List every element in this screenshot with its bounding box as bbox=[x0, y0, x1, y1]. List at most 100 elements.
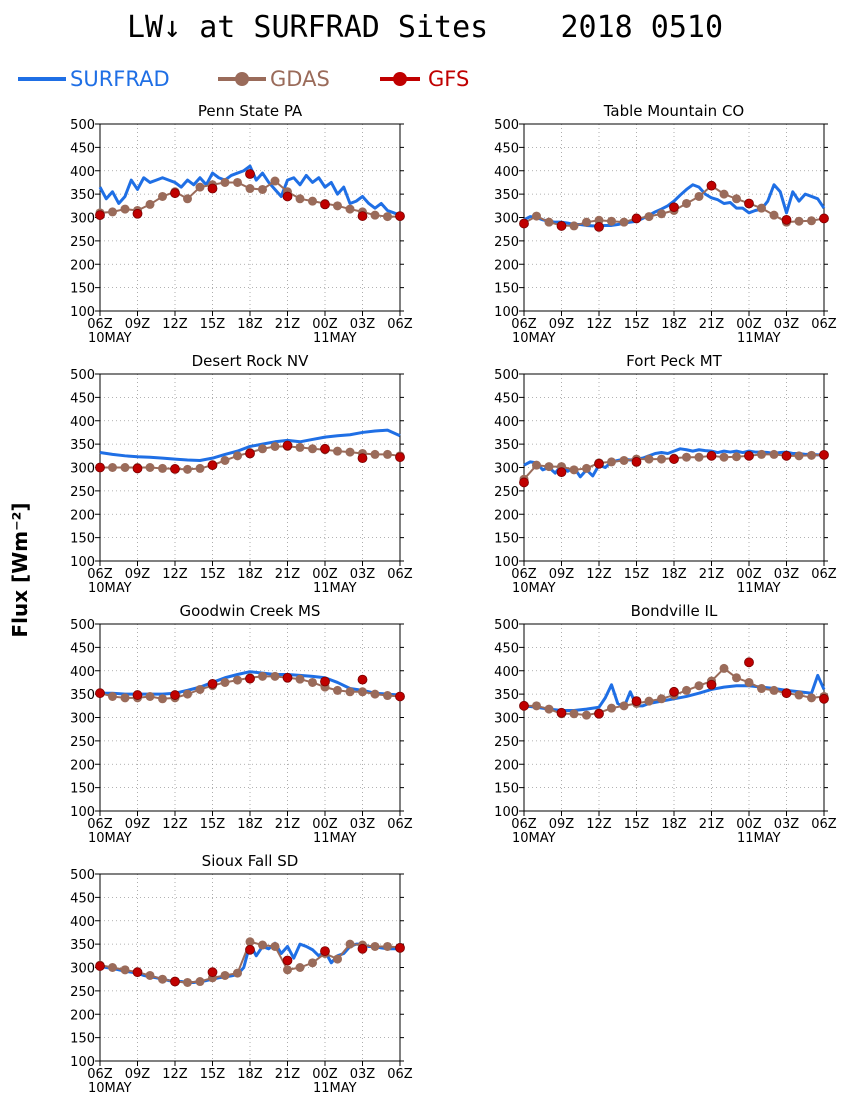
data-point-gdas bbox=[333, 446, 342, 456]
legend-label-gfs: GFS bbox=[428, 67, 470, 91]
data-point-gdas bbox=[732, 452, 741, 462]
data-point-gdas bbox=[308, 677, 317, 687]
data-point-gfs bbox=[556, 707, 567, 718]
y-tick-label: 350 bbox=[70, 188, 95, 203]
data-point-gdas bbox=[544, 704, 554, 714]
date-label: 11MAY bbox=[737, 331, 781, 346]
data-point-gfs bbox=[744, 450, 754, 461]
panel-fort-peck: Fort Peck MT 100 150 200 250 300 350 400 450 500 0… bbox=[494, 352, 837, 596]
y-tick-label: 350 bbox=[70, 938, 95, 953]
panel-desert-rock: Desert Rock NV 100 150 200 250 300 350 400 450 50… bbox=[70, 352, 413, 596]
data-point-gfs bbox=[282, 440, 293, 451]
grid bbox=[100, 874, 400, 1061]
data-point-gdas bbox=[283, 965, 292, 975]
data-point-gdas bbox=[220, 677, 230, 687]
data-point-gdas bbox=[258, 184, 267, 194]
data-point-gdas bbox=[308, 958, 317, 968]
data-point-gfs bbox=[245, 673, 255, 684]
data-point-gfs bbox=[357, 674, 368, 685]
data-point-gfs bbox=[245, 448, 255, 459]
y-tick-label: 100 bbox=[70, 305, 95, 320]
x-tick-label: 18Z bbox=[661, 567, 687, 582]
date-label: 10MAY bbox=[88, 831, 132, 846]
data-point-gdas bbox=[295, 674, 305, 684]
data-point-gdas bbox=[233, 968, 242, 978]
grid bbox=[524, 624, 824, 811]
data-point-gdas bbox=[569, 221, 579, 231]
x-tick-label: 06Z bbox=[87, 1067, 113, 1082]
grid bbox=[100, 624, 400, 811]
data-point-gfs bbox=[320, 443, 330, 454]
data-point-gdas bbox=[383, 449, 392, 459]
y-tick-label: 400 bbox=[70, 165, 95, 180]
x-tick-label: 15Z bbox=[200, 567, 226, 582]
panel-bondville: Bondville IL 100 150 200 250 300 350 400 450 500 0… bbox=[494, 602, 837, 846]
data-point-gfs bbox=[207, 678, 218, 689]
y-tick-label: 150 bbox=[494, 282, 519, 297]
data-point-gdas bbox=[233, 177, 242, 187]
data-point-gfs bbox=[170, 188, 180, 199]
data-point-gdas bbox=[345, 204, 355, 214]
y-tick-label: 300 bbox=[70, 962, 95, 977]
data-point-gdas bbox=[569, 709, 579, 719]
y-tick-label: 450 bbox=[70, 891, 95, 906]
y-tick-label: 150 bbox=[70, 282, 95, 297]
data-point-gdas bbox=[370, 941, 380, 951]
y-tick-label: 300 bbox=[494, 712, 519, 727]
x-tick-label: 12Z bbox=[162, 1067, 188, 1082]
data-point-gfs bbox=[556, 467, 567, 478]
y-tick-label: 250 bbox=[70, 485, 95, 500]
date-label: 11MAY bbox=[313, 331, 357, 346]
x-tick-label: 06Z bbox=[511, 817, 537, 832]
date-label: 11MAY bbox=[737, 831, 781, 846]
x-tick-label: 15Z bbox=[624, 817, 650, 832]
data-point-gdas bbox=[158, 694, 167, 704]
data-point-gdas bbox=[195, 463, 205, 473]
data-point-gdas bbox=[270, 176, 280, 186]
data-point-gdas bbox=[383, 212, 392, 222]
y-tick-label: 200 bbox=[70, 758, 95, 773]
y-tick-label: 350 bbox=[70, 688, 95, 703]
y-tick-label: 300 bbox=[70, 212, 95, 227]
data-point-gdas bbox=[370, 689, 380, 699]
data-point-gfs bbox=[781, 214, 792, 225]
data-point-gfs bbox=[282, 955, 293, 966]
x-tick-label: 06Z bbox=[811, 317, 837, 332]
x-tick-label: 09Z bbox=[125, 567, 151, 582]
data-point-gfs bbox=[395, 942, 405, 953]
data-point-gdas bbox=[757, 203, 766, 213]
data-point-gfs bbox=[357, 453, 368, 464]
data-point-gdas bbox=[345, 447, 355, 457]
data-point-gfs bbox=[631, 456, 642, 467]
data-point-gdas bbox=[295, 442, 305, 452]
y-tick-label: 500 bbox=[70, 868, 95, 883]
x-tick-label: 06Z bbox=[387, 567, 413, 582]
date-label: 10MAY bbox=[88, 331, 132, 346]
data-point-gfs bbox=[631, 213, 642, 224]
y-tick-label: 250 bbox=[494, 735, 519, 750]
y-tick-label: 200 bbox=[494, 508, 519, 523]
data-point-gdas bbox=[719, 452, 729, 462]
x-tick-label: 03Z bbox=[774, 817, 800, 832]
data-point-gdas bbox=[694, 191, 704, 201]
x-tick-label: 09Z bbox=[549, 817, 575, 832]
x-tick-label: 15Z bbox=[624, 317, 650, 332]
x-tick-label: 15Z bbox=[200, 817, 226, 832]
y-tick-label: 150 bbox=[70, 782, 95, 797]
data-point-gfs bbox=[245, 169, 255, 179]
data-point-gdas bbox=[657, 454, 666, 464]
legend-swatch-gfs bbox=[380, 72, 420, 86]
data-point-gdas bbox=[145, 463, 155, 472]
data-point-gdas bbox=[258, 444, 267, 454]
data-point-gfs bbox=[357, 211, 368, 221]
y-tick-label: 100 bbox=[70, 805, 95, 820]
y-tick-label: 400 bbox=[494, 415, 519, 430]
data-point-gfs bbox=[631, 696, 642, 707]
data-point-gfs bbox=[282, 672, 293, 683]
y-tick-label: 300 bbox=[70, 462, 95, 477]
data-point-gfs bbox=[132, 967, 143, 978]
x-tick-label: 12Z bbox=[162, 317, 188, 332]
y-tick-label: 150 bbox=[494, 782, 519, 797]
data-point-gfs bbox=[781, 688, 792, 699]
data-point-gdas bbox=[145, 970, 155, 980]
